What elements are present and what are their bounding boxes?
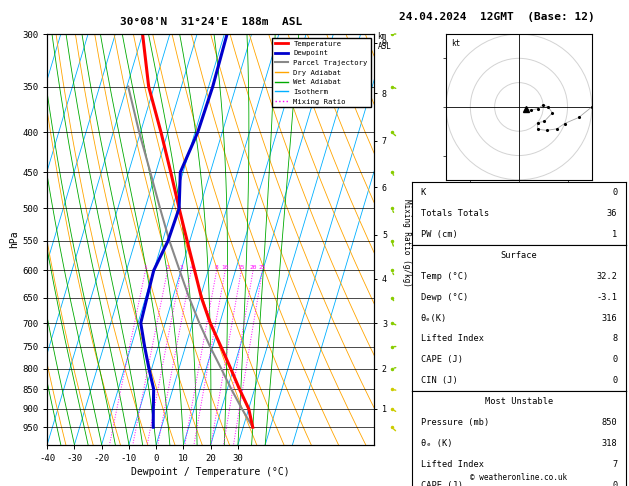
Text: 850: 850	[601, 418, 617, 427]
Text: 4: 4	[189, 265, 193, 270]
Text: km
ASL: km ASL	[377, 32, 391, 51]
Text: 2: 2	[165, 265, 169, 270]
Text: 8: 8	[612, 334, 617, 344]
Text: 7: 7	[612, 460, 617, 469]
Legend: Temperature, Dewpoint, Parcel Trajectory, Dry Adiabat, Wet Adiabat, Isotherm, Mi: Temperature, Dewpoint, Parcel Trajectory…	[272, 37, 370, 107]
Text: 32.2: 32.2	[596, 272, 617, 281]
Text: 318: 318	[601, 439, 617, 448]
Text: PW (cm): PW (cm)	[421, 230, 457, 239]
Text: 30°08'N  31°24'E  188m  ASL: 30°08'N 31°24'E 188m ASL	[120, 17, 302, 27]
Y-axis label: hPa: hPa	[9, 230, 19, 248]
Text: 0: 0	[612, 376, 617, 385]
Text: Dewp (°C): Dewp (°C)	[421, 293, 468, 302]
Text: Lifted Index: Lifted Index	[421, 460, 484, 469]
Text: © weatheronline.co.uk: © weatheronline.co.uk	[470, 473, 567, 482]
Text: 10: 10	[221, 265, 229, 270]
Text: 0: 0	[612, 481, 617, 486]
Text: Surface: Surface	[501, 251, 537, 260]
Text: kt: kt	[451, 39, 460, 48]
Text: 0: 0	[612, 355, 617, 364]
Text: 24.04.2024  12GMT  (Base: 12): 24.04.2024 12GMT (Base: 12)	[399, 12, 595, 22]
Text: 1: 1	[612, 230, 617, 239]
Text: -3.1: -3.1	[596, 293, 617, 302]
Text: Most Unstable: Most Unstable	[485, 397, 553, 406]
Text: 3: 3	[179, 265, 183, 270]
Text: CIN (J): CIN (J)	[421, 376, 457, 385]
Text: CAPE (J): CAPE (J)	[421, 481, 462, 486]
Text: 0: 0	[612, 188, 617, 197]
Text: K: K	[421, 188, 426, 197]
Text: 8: 8	[214, 265, 218, 270]
Text: CAPE (J): CAPE (J)	[421, 355, 462, 364]
Text: Temp (°C): Temp (°C)	[421, 272, 468, 281]
Text: 36: 36	[607, 209, 617, 218]
X-axis label: Dewpoint / Temperature (°C): Dewpoint / Temperature (°C)	[131, 467, 290, 477]
Text: Lifted Index: Lifted Index	[421, 334, 484, 344]
Text: 316: 316	[601, 313, 617, 323]
Text: θₑ(K): θₑ(K)	[421, 313, 447, 323]
Text: 15: 15	[238, 265, 245, 270]
Text: Mixing Ratio (g/kg): Mixing Ratio (g/kg)	[403, 199, 411, 287]
Text: θₑ (K): θₑ (K)	[421, 439, 452, 448]
Text: 25: 25	[259, 265, 266, 270]
Text: 1: 1	[143, 265, 147, 270]
Text: Totals Totals: Totals Totals	[421, 209, 489, 218]
Text: 20: 20	[249, 265, 257, 270]
Text: Pressure (mb): Pressure (mb)	[421, 418, 489, 427]
